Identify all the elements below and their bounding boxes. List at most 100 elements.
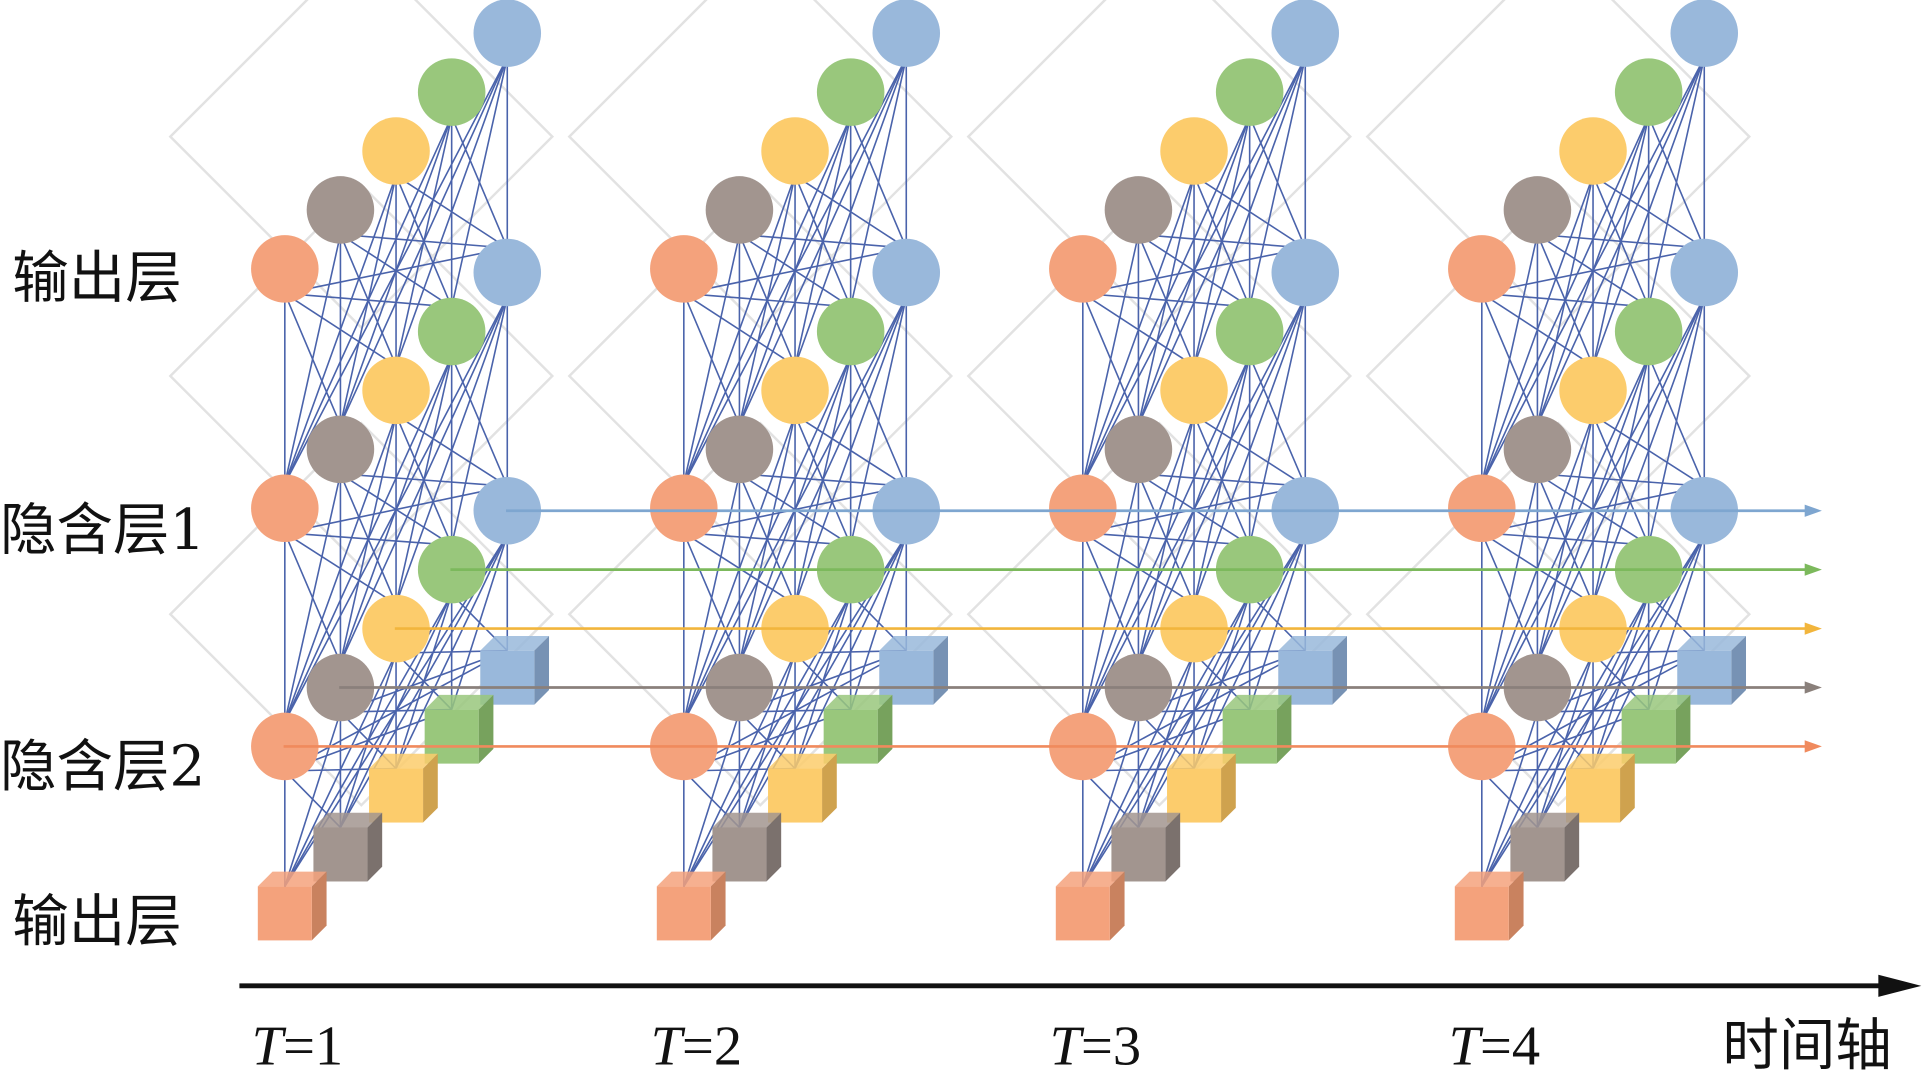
connection-line xyxy=(284,292,397,367)
input-cube xyxy=(1167,753,1236,823)
output-node xyxy=(872,0,941,67)
label-hidden-layer-2: 隐含层2 xyxy=(0,735,205,800)
output-node xyxy=(1559,117,1627,185)
input-cube xyxy=(1278,635,1348,705)
output-node xyxy=(1160,117,1228,185)
recurrent-arrowhead xyxy=(1804,681,1822,694)
hidden1-node xyxy=(1503,415,1572,484)
input-cube xyxy=(768,753,837,823)
connection-line xyxy=(1193,414,1306,487)
connection-line xyxy=(1537,233,1705,249)
connection-line xyxy=(1082,532,1140,664)
input-cube xyxy=(879,635,949,705)
time-axis-arrowhead xyxy=(1878,974,1922,997)
connection-line xyxy=(1138,473,1306,487)
connection-line xyxy=(284,247,508,295)
output-node xyxy=(705,176,774,244)
connection-line xyxy=(1481,292,1649,308)
output-node xyxy=(1104,176,1173,244)
input-cube xyxy=(424,694,494,764)
hidden1-node xyxy=(417,297,486,366)
connection-line xyxy=(395,414,508,487)
hidden1-node xyxy=(816,297,885,366)
connection-line xyxy=(739,473,907,487)
connection-line xyxy=(683,532,851,546)
hidden1-node xyxy=(872,238,941,307)
connection-line xyxy=(284,532,452,546)
hidden1-node xyxy=(362,356,430,425)
input-cube xyxy=(1222,694,1292,764)
time-axis xyxy=(239,974,1922,997)
connection-line xyxy=(1248,116,1307,249)
connection-line xyxy=(1082,649,1306,772)
connection-line xyxy=(1481,293,1539,426)
time-step-label-3: T=3 xyxy=(1050,1015,1142,1073)
output-node xyxy=(362,117,430,185)
recurrent-arrowhead xyxy=(1804,563,1822,576)
output-node xyxy=(306,176,375,244)
input-cube xyxy=(1621,694,1691,764)
output-node xyxy=(816,58,885,126)
layer-outline xyxy=(567,0,954,330)
connection-line xyxy=(683,292,796,367)
hidden1-node xyxy=(306,415,375,484)
output-node xyxy=(1448,235,1516,303)
hidden1-node xyxy=(1614,297,1683,366)
connection-line xyxy=(794,414,907,487)
connection-line xyxy=(284,292,452,308)
connection-line xyxy=(1537,473,1705,487)
hidden1-node xyxy=(1559,356,1627,425)
input-cube xyxy=(1677,635,1747,705)
connection-line xyxy=(794,174,907,249)
layer-outline xyxy=(168,0,555,330)
hidden1-node xyxy=(761,356,829,425)
input-cube xyxy=(1111,812,1181,882)
connection-line xyxy=(395,174,508,249)
connection-line xyxy=(1481,649,1705,772)
connection-line xyxy=(1592,174,1705,249)
input-cube xyxy=(257,871,327,941)
hidden1-node xyxy=(1448,474,1516,543)
label-output-layer: 输出层 xyxy=(12,246,181,311)
connection-line xyxy=(1082,293,1140,426)
recurrent-arrowhead xyxy=(1804,740,1822,753)
hidden1-node xyxy=(1215,297,1284,366)
input-cube xyxy=(1510,812,1580,882)
connection-line xyxy=(683,649,907,772)
output-node xyxy=(1215,58,1284,126)
output-node xyxy=(1049,235,1117,303)
connection-line xyxy=(683,247,907,295)
hidden1-node xyxy=(705,415,774,484)
connection-line xyxy=(1481,247,1705,295)
connection-line xyxy=(683,292,851,308)
connection-line xyxy=(1248,355,1307,487)
input-cube xyxy=(1055,871,1125,941)
output-node xyxy=(650,235,718,303)
connection-line xyxy=(1481,532,1649,546)
layer-outline xyxy=(1365,0,1752,330)
connection-line xyxy=(849,116,908,249)
nodes xyxy=(251,0,1747,941)
hidden1-node xyxy=(650,474,718,543)
input-cube xyxy=(656,871,726,941)
connection-line xyxy=(284,485,508,534)
output-node xyxy=(1614,58,1683,126)
connection-line xyxy=(1647,116,1705,249)
connection-line xyxy=(1647,355,1705,487)
label-input-layer: 输出层 xyxy=(12,889,181,954)
recurrent-arrowhead xyxy=(1804,504,1822,517)
connection-line xyxy=(1592,414,1705,487)
connection-line xyxy=(284,532,342,664)
connection-line xyxy=(1082,247,1306,295)
connection-line xyxy=(284,649,508,772)
output-node xyxy=(1271,0,1340,67)
input-cube xyxy=(1566,753,1635,823)
time-step-labels: T=1 T=2 T=3 T=4 xyxy=(252,1015,1540,1073)
connection-line xyxy=(683,293,741,426)
hidden1-node xyxy=(1049,474,1117,543)
output-node xyxy=(473,0,542,67)
time-step-label-4: T=4 xyxy=(1449,1015,1540,1073)
connection-line xyxy=(1481,532,1539,664)
